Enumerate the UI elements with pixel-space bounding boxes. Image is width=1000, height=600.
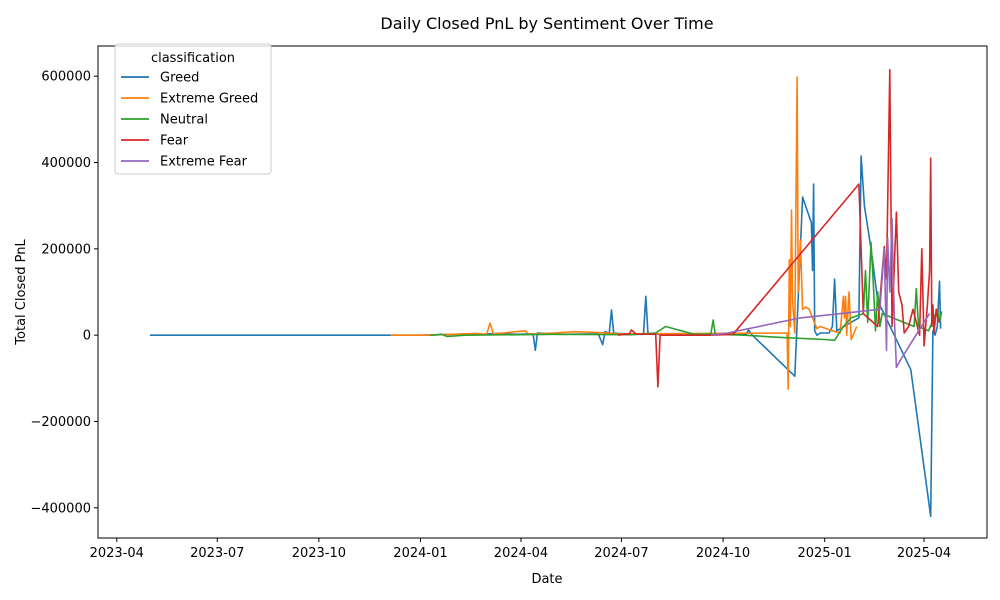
chart-title: Daily Closed PnL by Sentiment Over Time (380, 14, 713, 33)
legend-label: Greed (160, 71, 199, 86)
y-tick-label: 400000 (41, 156, 91, 171)
x-tick-label: 2024-04 (494, 546, 548, 561)
series-line-fear (617, 68, 940, 388)
x-tick-label: 2024-01 (393, 546, 447, 561)
x-tick-label: 2025-04 (897, 546, 951, 561)
x-tick-label: 2023-10 (292, 546, 346, 561)
y-axis-label: Total Closed PnL (14, 239, 29, 346)
series-lines (149, 68, 943, 518)
x-tick-label: 2023-04 (90, 546, 144, 561)
legend: classification Greed Extreme Greed Neutral… (114, 43, 272, 175)
legend-label: Fear (160, 134, 189, 149)
plot-frame (97, 45, 988, 539)
y-tick-label: 0 (83, 329, 91, 344)
legend-box (114, 43, 272, 175)
legend-label: Extreme Greed (160, 92, 258, 107)
y-tick-label: 200000 (41, 242, 91, 257)
legend-label: Neutral (160, 113, 208, 128)
legend-label: Extreme Fear (160, 155, 248, 170)
x-tick-label: 2024-10 (696, 546, 750, 561)
y-tick-label: 600000 (41, 70, 91, 85)
legend-items: Greed Extreme Greed Neutral Fear Extreme Fea… (121, 71, 258, 170)
x-tick-label: 2025-01 (797, 546, 851, 561)
x-tick-label: 2023-07 (190, 546, 244, 561)
x-tick-label: 2024-07 (594, 546, 648, 561)
y-tick-label: −200000 (30, 415, 91, 430)
x-axis-label: Date (531, 572, 562, 587)
series-line-greed (149, 155, 942, 518)
legend-title: classification (151, 51, 235, 66)
y-axis-ticks: −400000 −200000 0 200000 400000 600000 (30, 70, 98, 516)
series-line-neutral (430, 241, 943, 342)
x-axis-ticks: 2023-04 2023-07 2023-10 2024-01 2024-04 2024-… (90, 538, 951, 561)
series-line-extreme-fear (710, 217, 931, 369)
y-tick-label: −400000 (30, 501, 91, 516)
series-line-extreme-greed (390, 76, 858, 390)
